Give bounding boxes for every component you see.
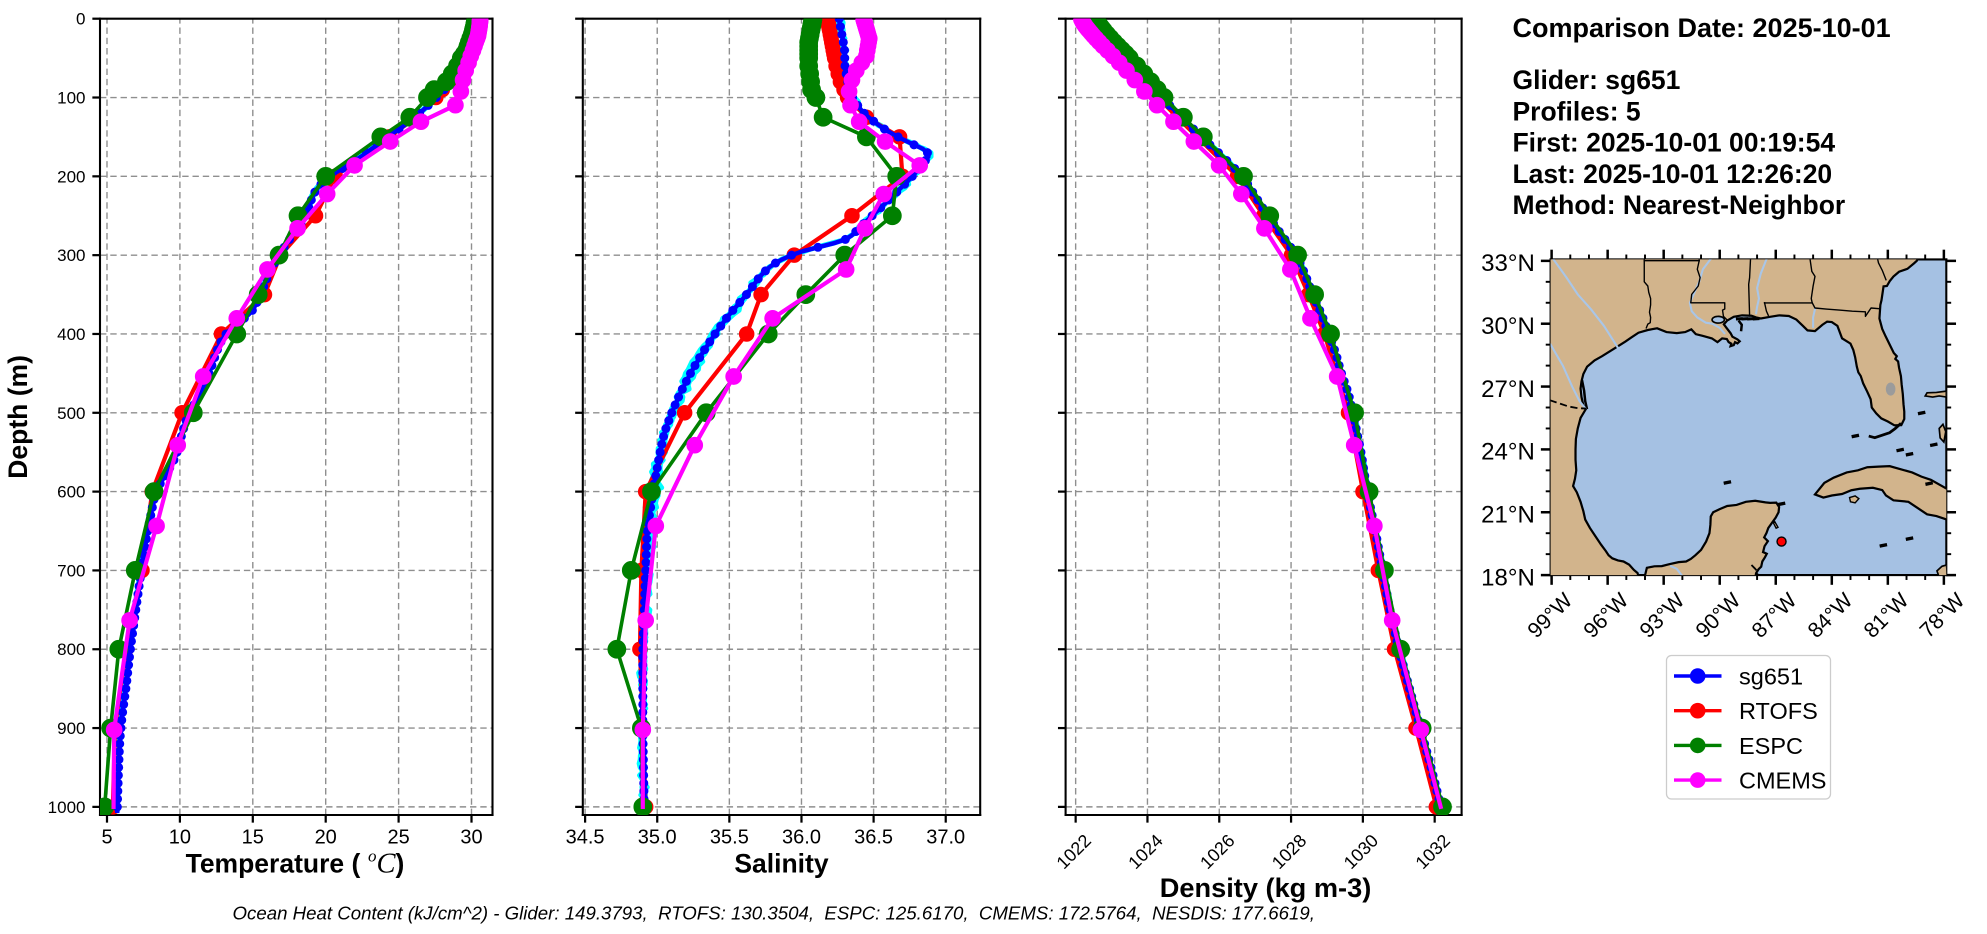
svg-text:1032: 1032 [1412,830,1454,872]
svg-text:Temperature (: Temperature ( [186,848,361,878]
svg-text:First: 2025-10-01 00:19:54: First: 2025-10-01 00:19:54 [1513,128,1836,158]
svg-text:90°W: 90°W [1691,588,1746,643]
svg-text:Last: 2025-10-01 12:26:20: Last: 2025-10-01 12:26:20 [1513,159,1833,189]
svg-text:20: 20 [315,827,337,849]
svg-text:o: o [368,847,377,866]
svg-text:900: 900 [57,719,85,738]
svg-text:78°W: 78°W [1915,588,1970,643]
svg-text:30: 30 [460,827,482,849]
svg-text:800: 800 [57,640,85,659]
svg-text:96°W: 96°W [1579,588,1634,643]
svg-text:21°N: 21°N [1481,502,1535,529]
svg-text:Comparison Date: 2025-10-01: Comparison Date: 2025-10-01 [1513,13,1891,43]
svg-text:Salinity: Salinity [734,848,829,878]
svg-text:200: 200 [57,167,85,186]
svg-text:1026: 1026 [1196,830,1238,872]
svg-text:27°N: 27°N [1481,376,1535,403]
svg-text:ESPC: ESPC [1739,733,1803,759]
svg-text:18°N: 18°N [1481,564,1535,591]
svg-text:5: 5 [101,827,112,849]
svg-text:30°N: 30°N [1481,313,1535,340]
svg-text:RTOFS: RTOFS [1739,698,1818,724]
svg-text:0: 0 [76,10,85,29]
svg-text:): ) [396,848,405,878]
svg-text:100: 100 [57,89,85,108]
svg-text:37.0: 37.0 [926,827,965,849]
svg-text:35.0: 35.0 [638,827,677,849]
svg-text:24°N: 24°N [1481,439,1535,466]
svg-text:600: 600 [57,483,85,502]
svg-text:400: 400 [57,325,85,344]
svg-text:36.5: 36.5 [854,827,893,849]
svg-text:15: 15 [242,827,264,849]
svg-text:81°W: 81°W [1859,588,1914,643]
svg-text:33°N: 33°N [1481,250,1535,277]
svg-text:1028: 1028 [1268,830,1310,872]
svg-text:87°W: 87°W [1747,588,1802,643]
svg-text:Ocean Heat Content (kJ/cm^2) -: Ocean Heat Content (kJ/cm^2) - Glider: 1… [233,903,1315,924]
svg-text:99°W: 99°W [1523,588,1578,643]
svg-text:35.5: 35.5 [710,827,749,849]
svg-text:500: 500 [57,404,85,423]
svg-text:CMEMS: CMEMS [1739,768,1826,794]
svg-text:84°W: 84°W [1803,588,1858,643]
svg-text:1022: 1022 [1053,830,1095,872]
svg-text:1000: 1000 [48,798,86,817]
svg-text:1024: 1024 [1124,830,1166,872]
svg-text:Method: Nearest-Neighbor: Method: Nearest-Neighbor [1513,190,1846,220]
svg-text:1030: 1030 [1340,830,1382,872]
svg-text:C: C [377,848,397,879]
svg-text:34.5: 34.5 [566,827,605,849]
svg-text:700: 700 [57,561,85,580]
svg-text:Density (kg m-3): Density (kg m-3) [1160,872,1372,903]
svg-text:10: 10 [169,827,191,849]
svg-text:Glider: sg651: Glider: sg651 [1513,65,1681,95]
svg-text:36.0: 36.0 [782,827,821,849]
svg-text:300: 300 [57,246,85,265]
svg-text:Profiles: 5: Profiles: 5 [1513,96,1641,126]
svg-text:25: 25 [387,827,409,849]
svg-text:sg651: sg651 [1739,663,1803,689]
svg-text:93°W: 93°W [1635,588,1690,643]
svg-text:Depth (m): Depth (m) [3,355,33,479]
